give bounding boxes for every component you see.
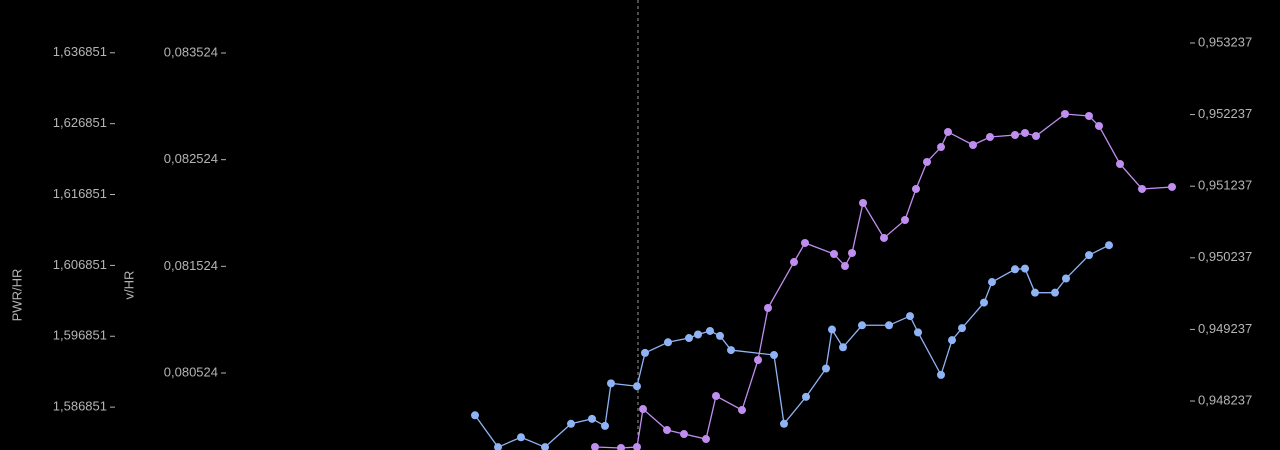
data-point	[839, 343, 847, 352]
data-point	[780, 419, 788, 428]
y2-tick-label: 0,951237	[1198, 178, 1252, 193]
data-point	[880, 233, 888, 242]
data-point	[988, 278, 996, 287]
data-point	[1095, 121, 1103, 130]
y-tick-label: 1,616851	[53, 186, 107, 201]
data-point	[1138, 184, 1146, 193]
y2-tick-label: 0,952237	[1198, 106, 1252, 121]
data-point	[694, 330, 702, 339]
data-point	[828, 325, 836, 334]
data-point	[664, 338, 672, 347]
y-tick-label: 1,586851	[53, 399, 107, 414]
data-point	[641, 348, 649, 357]
data-point	[937, 143, 945, 152]
data-point	[986, 132, 994, 141]
data-point	[1021, 128, 1029, 137]
data-point	[685, 334, 693, 343]
data-point	[770, 351, 778, 360]
data-point	[471, 411, 479, 420]
data-point	[948, 336, 956, 345]
data-point	[680, 430, 688, 439]
data-point	[702, 435, 710, 444]
data-point	[738, 406, 746, 415]
data-point	[1116, 159, 1124, 168]
data-point	[591, 442, 599, 450]
y2-tick-label: 0,948237	[1198, 392, 1252, 407]
data-point	[944, 127, 952, 136]
data-point	[885, 321, 893, 330]
data-point	[639, 405, 647, 414]
data-point	[607, 379, 615, 388]
data-point	[764, 303, 772, 312]
data-point	[980, 298, 988, 307]
y-tick-label: 1,636851	[53, 44, 107, 59]
data-point	[716, 331, 724, 340]
data-point	[901, 215, 909, 224]
data-point	[588, 414, 596, 423]
y-axis-title: PWR/HR	[9, 269, 24, 322]
data-point	[1061, 110, 1069, 119]
data-point	[1105, 241, 1113, 250]
data-point	[712, 392, 720, 401]
data-point	[802, 392, 810, 401]
data-point	[1031, 288, 1039, 297]
data-point	[914, 328, 922, 337]
data-point	[841, 262, 849, 271]
y3-tick-label: 0,080524	[164, 364, 218, 379]
y3-axis-title: v/HR	[121, 271, 136, 300]
data-point	[1085, 251, 1093, 260]
data-point	[541, 443, 549, 450]
y-tick-label: 1,596851	[53, 328, 107, 343]
data-point	[801, 238, 809, 247]
data-point	[1011, 130, 1019, 139]
y3-tick-label: 0,081524	[164, 258, 218, 273]
data-point	[567, 419, 575, 428]
y3-tick-label: 0,082524	[164, 151, 218, 166]
data-point	[1062, 274, 1070, 283]
y2-tick-label: 0,949237	[1198, 321, 1252, 336]
data-point	[517, 433, 525, 442]
y2-tick-label: 0,950237	[1198, 249, 1252, 264]
data-point	[1011, 265, 1019, 274]
data-point	[1021, 264, 1029, 273]
data-point	[822, 364, 830, 373]
data-point	[906, 312, 914, 321]
y-tick-label: 1,606851	[53, 257, 107, 272]
data-point	[617, 443, 625, 450]
data-point	[858, 321, 866, 330]
data-point	[830, 250, 838, 259]
data-point	[1032, 131, 1040, 140]
data-point	[912, 184, 920, 193]
data-point	[790, 258, 798, 267]
data-point	[923, 157, 931, 166]
series-line	[594, 113, 1173, 449]
data-point	[958, 324, 966, 333]
data-point	[848, 248, 856, 257]
data-point	[633, 382, 641, 391]
data-point	[727, 346, 735, 355]
data-point	[663, 426, 671, 435]
data-point	[859, 199, 867, 208]
data-point	[494, 443, 502, 450]
y2-tick-label: 0,953237	[1198, 34, 1252, 49]
data-point	[1051, 288, 1059, 297]
y-tick-label: 1,626851	[53, 115, 107, 130]
data-point	[633, 442, 641, 450]
data-point	[754, 355, 762, 364]
data-point	[1085, 112, 1093, 121]
data-point	[706, 326, 714, 335]
data-point	[969, 141, 977, 150]
data-point	[937, 370, 945, 379]
data-point	[1168, 182, 1176, 191]
data-point	[601, 421, 609, 430]
series-line	[474, 244, 1110, 448]
y3-tick-label: 0,083524	[164, 44, 218, 59]
